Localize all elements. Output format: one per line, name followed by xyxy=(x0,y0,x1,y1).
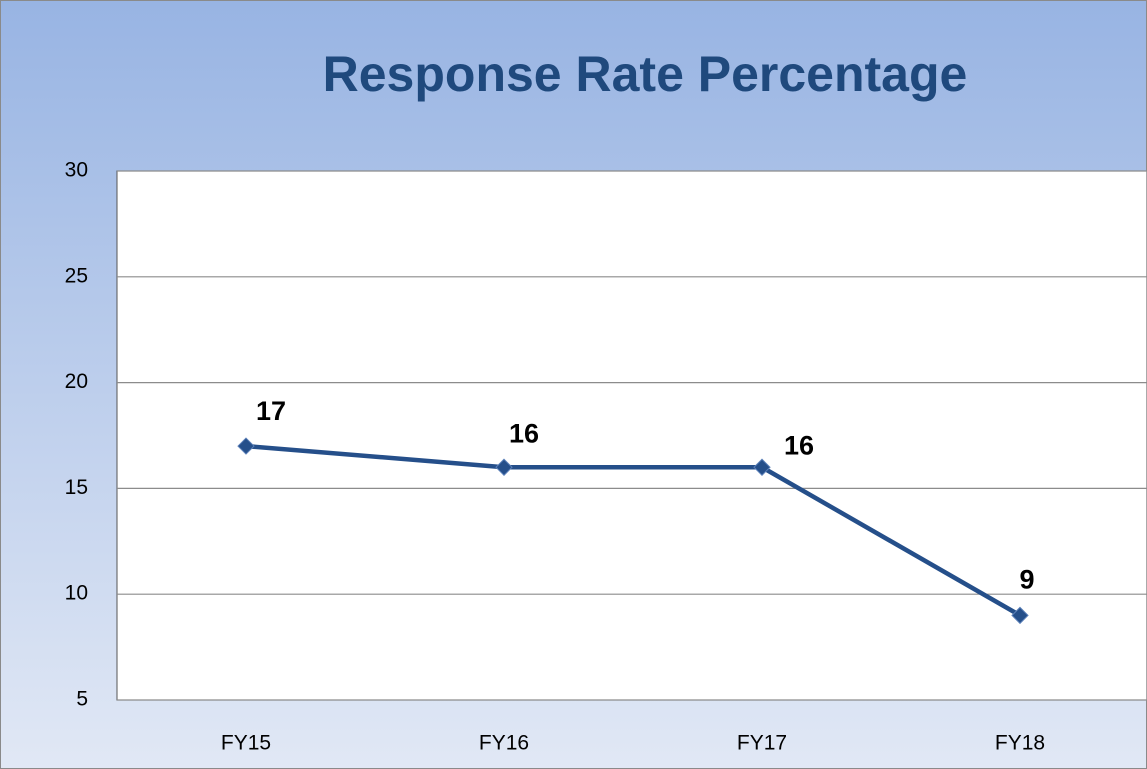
y-tick-label: 5 xyxy=(76,688,88,711)
y-tick-label: 30 xyxy=(65,159,88,182)
data-point xyxy=(237,437,255,455)
data-label: 17 xyxy=(256,396,286,426)
data-point xyxy=(753,458,771,476)
x-tick-label: FY15 xyxy=(221,732,271,755)
data-point xyxy=(1011,606,1029,625)
y-tick-label: 10 xyxy=(65,582,88,605)
x-tick-label: FY17 xyxy=(737,732,787,755)
data-label: 16 xyxy=(784,430,814,460)
x-tick-label: FY18 xyxy=(995,732,1045,755)
chart-title: Response Rate Percentage xyxy=(323,46,968,102)
y-tick-label: 25 xyxy=(65,264,88,287)
plot-area xyxy=(116,170,1147,701)
data-label: 16 xyxy=(509,418,539,448)
data-label: 9 xyxy=(1019,564,1034,594)
x-tick-label: FY16 xyxy=(479,732,529,755)
series-line xyxy=(245,443,1022,618)
y-tick-label: 15 xyxy=(65,476,88,499)
data-point xyxy=(495,458,513,476)
y-tick-label: 20 xyxy=(65,370,88,393)
